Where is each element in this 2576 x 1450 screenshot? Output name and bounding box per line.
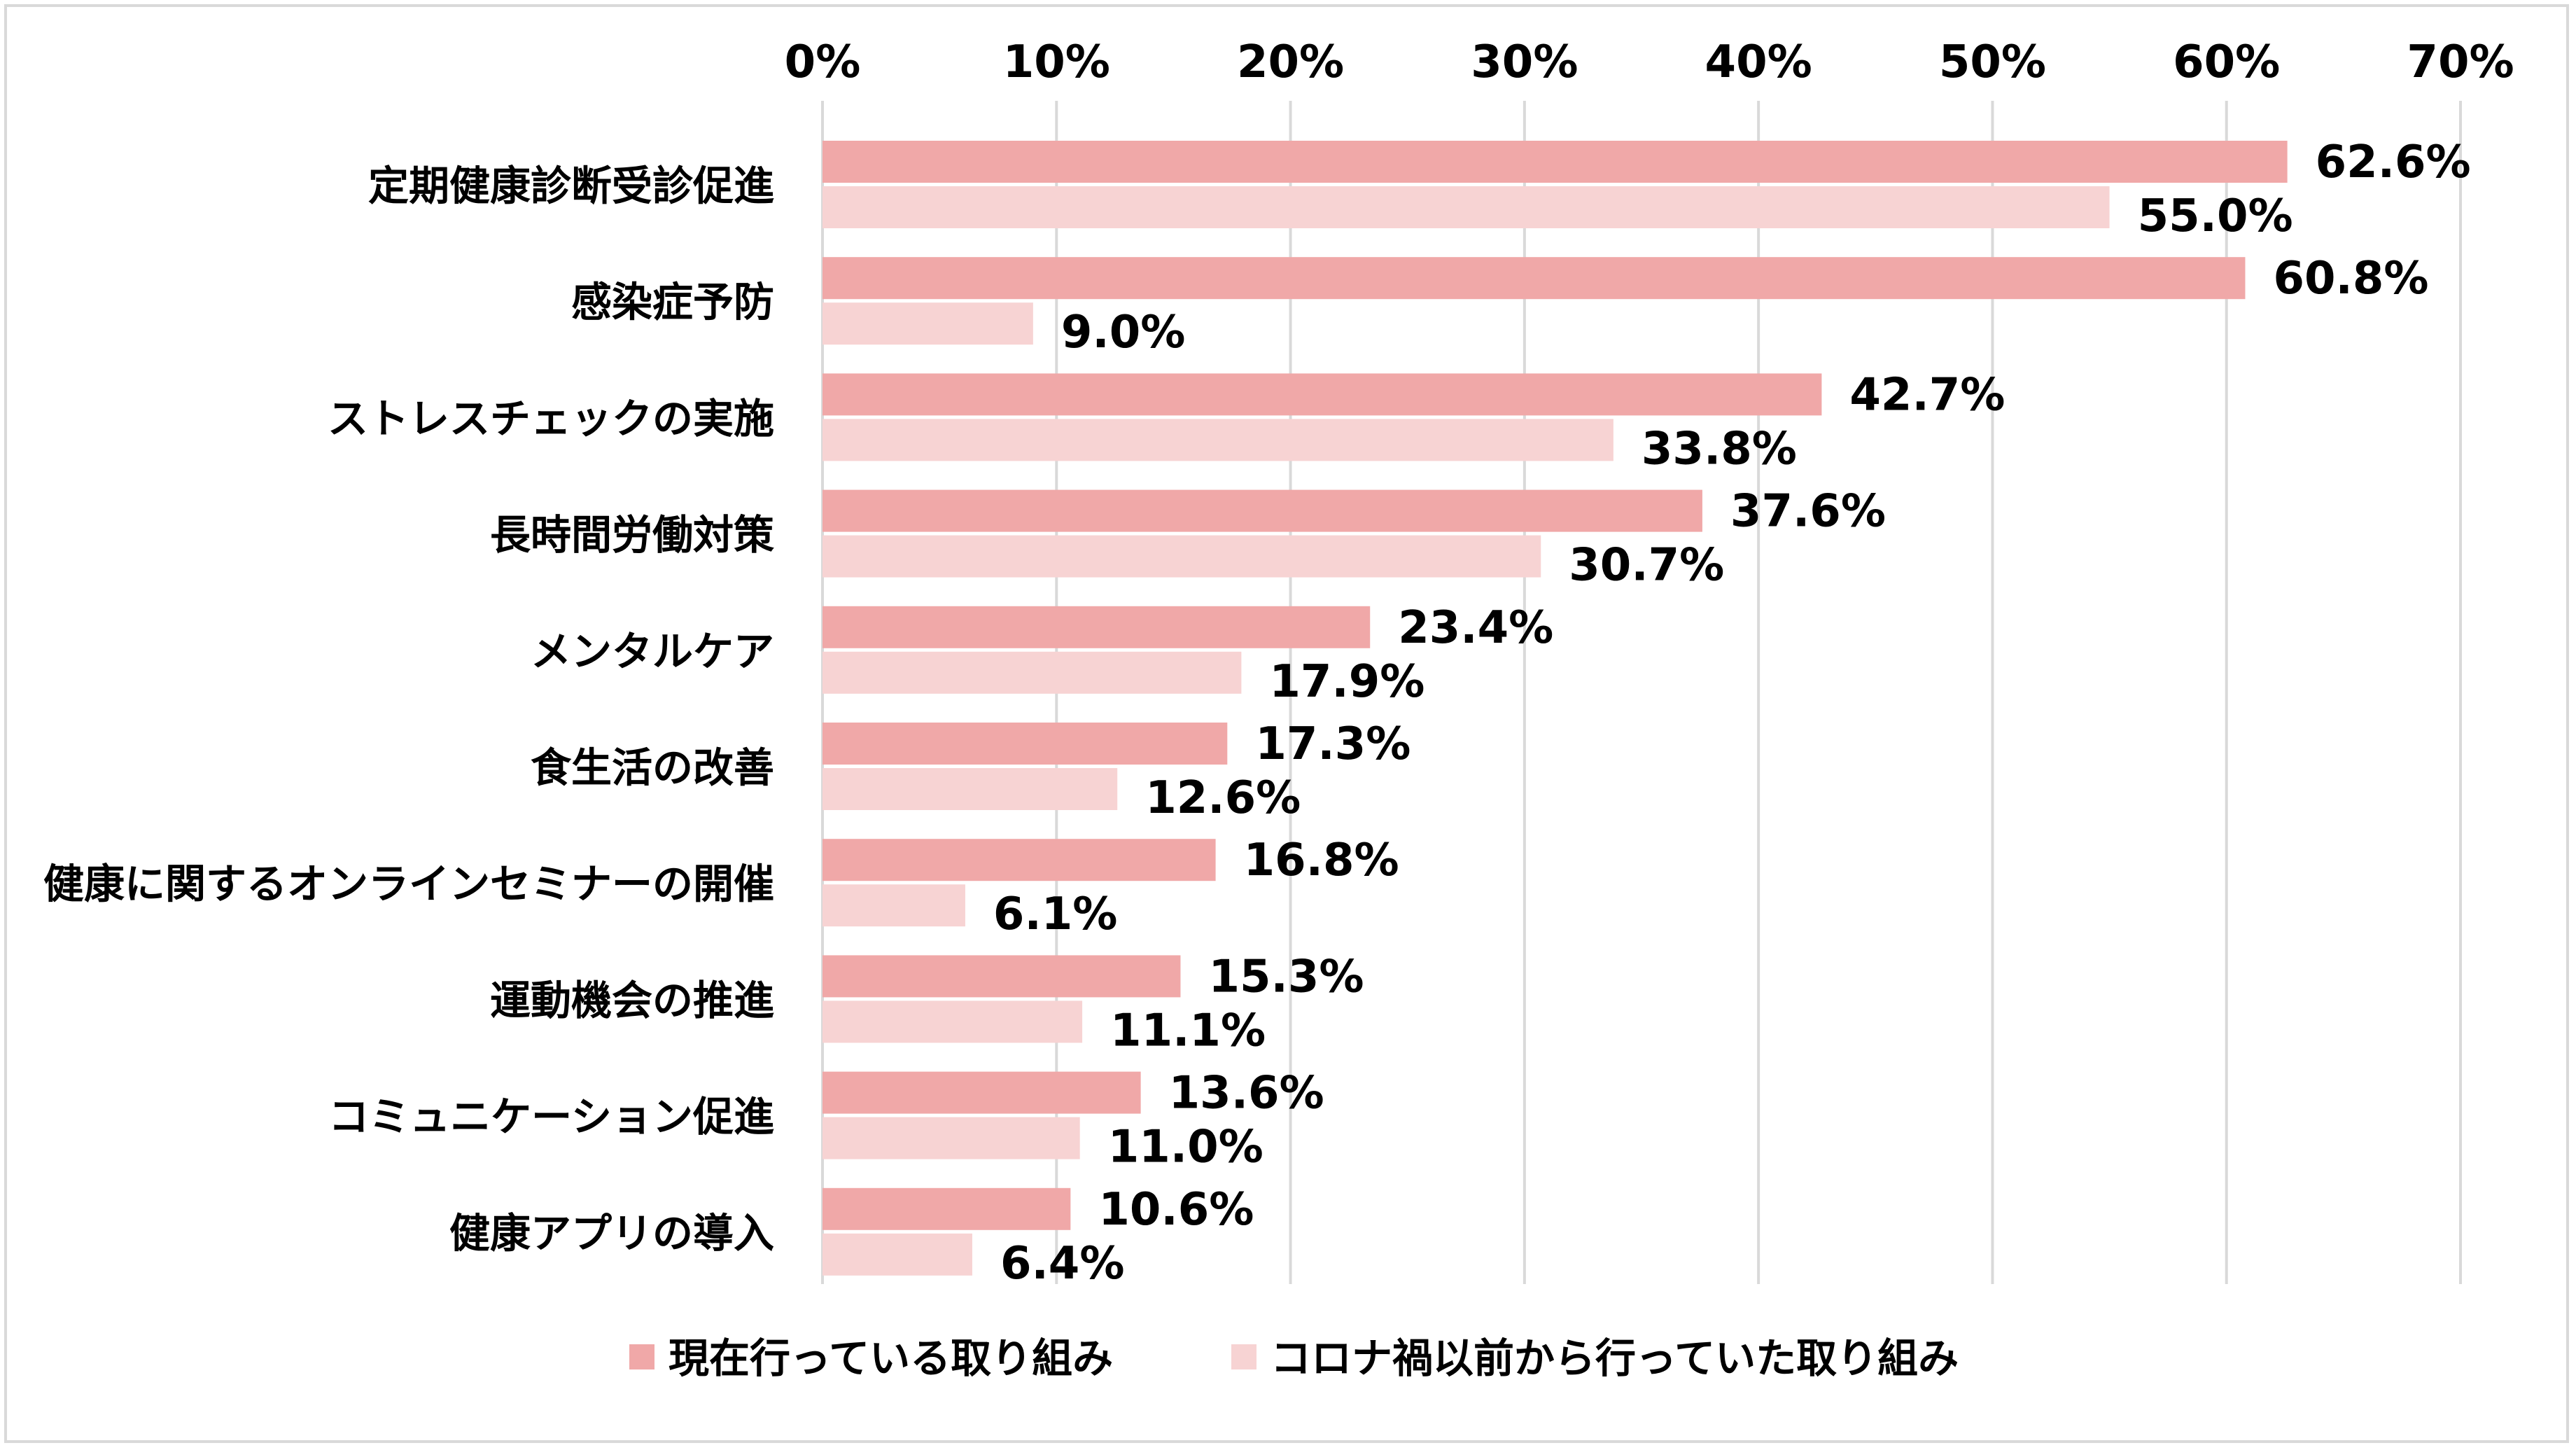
data-label: 11.1% [1110,1005,1266,1057]
data-label: 9.0% [1061,307,1186,358]
bar-current [822,373,1822,416]
data-label: 16.8% [1244,835,1399,886]
data-label: 60.8% [2273,253,2428,305]
category-label: 健康に関するオンラインセミナーの開催 [43,860,774,908]
category-label: 定期健康診断受診促進 [368,162,774,210]
legend-swatch [629,1344,654,1369]
bar-current [822,141,2288,183]
bar-pre-covid [822,1001,1083,1043]
data-label: 6.4% [1000,1238,1125,1290]
category-label: メンタルケア [531,627,774,675]
legend-swatch [1231,1344,1256,1369]
bar-pre-covid [822,186,2110,228]
data-label: 17.9% [1269,656,1424,708]
x-tick-label: 50% [1939,36,2046,88]
bar-current [822,1187,1071,1230]
bar-pre-covid [822,302,1033,345]
bar-pre-covid [822,651,1242,694]
data-label: 62.6% [2316,137,2471,188]
data-label: 33.8% [1642,423,1797,475]
category-label: 健康アプリの導入 [449,1209,774,1257]
x-tick-label: 70% [2407,36,2514,88]
bar-pre-covid [822,1233,972,1276]
x-tick-label: 20% [1237,36,1344,88]
bar-pre-covid [822,535,1541,578]
category-label: 食生活の改善 [531,744,774,792]
bar-pre-covid [822,419,1614,461]
chart-area: 0% 10% 20% 30% 40% 50% 60% 70% 定期健康診断受診促進 62.6% 55… [4,4,2569,1443]
x-tick-label: 30% [1471,36,1578,88]
category-label: コミュニケーション促進 [328,1093,774,1141]
x-tick-label: 40% [1705,36,1812,88]
bar-current [822,257,2246,300]
bar-pre-covid [822,884,965,927]
category-label: 感染症予防 [571,279,774,326]
data-label: 55.0% [2138,190,2293,242]
data-label: 12.6% [1145,772,1301,824]
bar-current [822,723,1228,765]
bar-pre-covid [822,1117,1080,1159]
data-label: 17.3% [1255,718,1410,770]
data-label: 11.0% [1108,1122,1264,1173]
data-label: 42.7% [1849,369,2005,421]
bar-current [822,606,1371,648]
category-label: ストレスチェックの実施 [328,395,774,442]
data-label: 30.7% [1569,540,1724,592]
bar-current [822,955,1181,998]
legend-label: コロナ禍以前から行っていた取り組み [1270,1334,1959,1382]
bar-current [822,489,1702,532]
data-label: 13.6% [1169,1068,1324,1120]
bar-pre-covid [822,768,1118,810]
data-label: 37.6% [1730,486,1886,538]
category-label: 運動機会の推進 [490,977,774,1024]
legend-label: 現在行っている取り組み [668,1334,1113,1382]
data-label: 6.1% [993,888,1118,940]
x-tick-label: 10% [1003,36,1110,88]
bar-current [822,1071,1141,1114]
bar-chart: 0% 10% 20% 30% 40% 50% 60% 70% 定期健康診断受診促進 62.6% 55… [43,36,2514,1382]
bar-current [822,839,1216,881]
x-tick-label: 0% [785,36,861,88]
data-label: 10.6% [1098,1184,1254,1236]
x-tick-label: 60% [2173,36,2280,88]
data-label: 15.3% [1208,951,1364,1003]
data-label: 23.4% [1398,602,1553,654]
category-label: 長時間労働対策 [490,511,774,559]
